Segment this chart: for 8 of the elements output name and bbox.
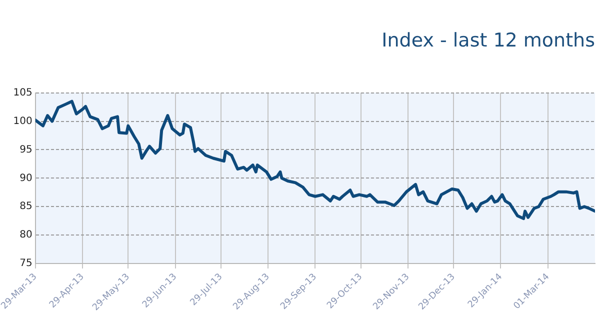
y-tick-label: 100 bbox=[13, 116, 32, 127]
y-tick-label: 90 bbox=[20, 172, 32, 184]
y-tick-label: 85 bbox=[20, 201, 32, 212]
y-tick-label: 95 bbox=[20, 144, 32, 156]
y-tick-label: 105 bbox=[13, 87, 32, 98]
y-tick-label: 75 bbox=[20, 258, 32, 270]
chart-title: Index - last 12 months bbox=[382, 29, 595, 52]
y-tick-label: 80 bbox=[20, 230, 32, 241]
